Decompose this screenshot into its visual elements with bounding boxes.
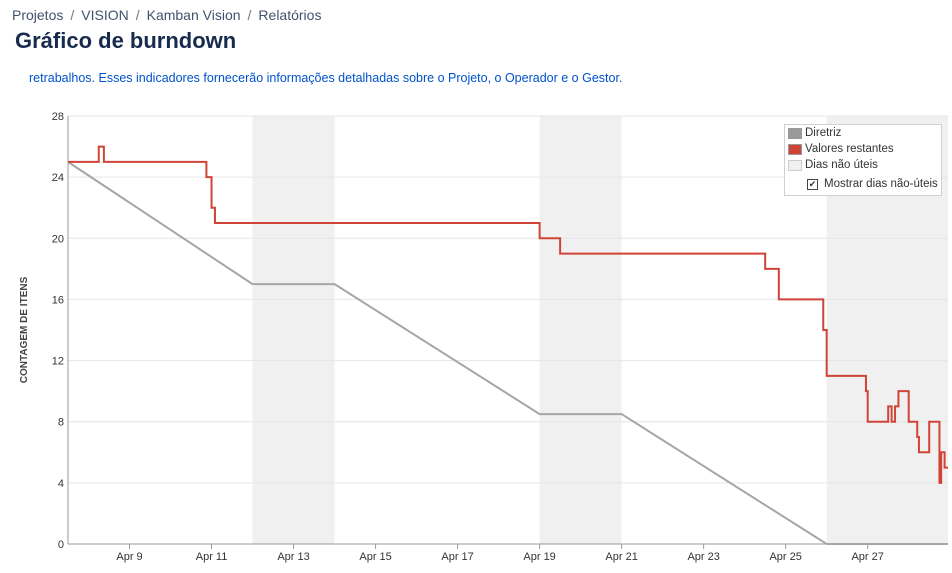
legend-item-remaining[interactable]: Valores restantes (788, 143, 894, 155)
legend-label-guideline: Diretriz (805, 127, 842, 139)
x-tick-label: Apr 13 (277, 551, 309, 563)
x-tick-label: Apr 21 (605, 551, 637, 563)
chart-legend: Diretriz Valores restantes Dias não útei… (784, 124, 942, 196)
x-tick-label: Apr 11 (196, 551, 228, 563)
breadcrumb: Projetos / VISION / Kamban Vision / Relatórios (12, 7, 321, 23)
y-tick-label: 16 (52, 294, 64, 306)
x-tick-label: Apr 23 (687, 551, 719, 563)
nonworking-band (539, 116, 622, 544)
breadcrumb-kamban-vision-link[interactable]: Kamban Vision (146, 7, 241, 23)
legend-label-remaining: Valores restantes (805, 143, 894, 155)
nonworking-band (252, 116, 335, 544)
breadcrumb-reports-link[interactable]: Relatórios (258, 7, 322, 23)
show-nonworking-checkbox[interactable]: ✔ Mostrar dias não-úteis (807, 178, 938, 190)
show-nonworking-label: Mostrar dias não-úteis (824, 178, 938, 190)
x-tick-label: Apr 27 (851, 551, 883, 563)
y-tick-label: 28 (52, 111, 64, 123)
project-description: retrabalhos. Esses indicadores fornecerã… (29, 70, 929, 86)
breadcrumb-vision-link[interactable]: VISION (81, 7, 129, 23)
breadcrumb-projects-link[interactable]: Projetos (12, 7, 64, 23)
y-tick-label: 12 (52, 356, 64, 368)
project-description-text: retrabalhos. Esses indicadores fornecerã… (29, 71, 623, 85)
breadcrumb-separator: / (70, 7, 75, 23)
x-tick-label: Apr 15 (359, 551, 391, 563)
legend-item-guideline[interactable]: Diretriz (788, 127, 841, 139)
legend-swatch-guideline (788, 127, 802, 139)
y-tick-label: 24 (52, 172, 64, 184)
y-tick-label: 20 (52, 233, 64, 245)
x-tick-label: Apr 19 (523, 551, 555, 563)
x-tick-label: Apr 17 (441, 551, 473, 563)
y-axis-label: CONTAGEM DE ITENS (19, 276, 30, 383)
page-title: Gráfico de burndown (15, 28, 237, 53)
checkbox-check-icon: ✔ (807, 178, 818, 190)
legend-item-nonworking[interactable]: Dias não úteis (788, 159, 878, 171)
breadcrumb-separator: / (247, 7, 252, 23)
legend-swatch-nonworking (788, 159, 802, 171)
legend-swatch-remaining (788, 143, 802, 155)
y-tick-label: 4 (58, 478, 64, 490)
x-tick-label: Apr 25 (769, 551, 801, 563)
x-tick-label: Apr 9 (116, 551, 142, 563)
y-tick-label: 8 (58, 417, 64, 429)
breadcrumb-separator: / (135, 7, 140, 23)
y-tick-label: 0 (58, 539, 64, 551)
legend-label-nonworking: Dias não úteis (805, 159, 878, 171)
series-line-remaining (68, 145, 948, 484)
series-line-guideline (67, 161, 948, 545)
